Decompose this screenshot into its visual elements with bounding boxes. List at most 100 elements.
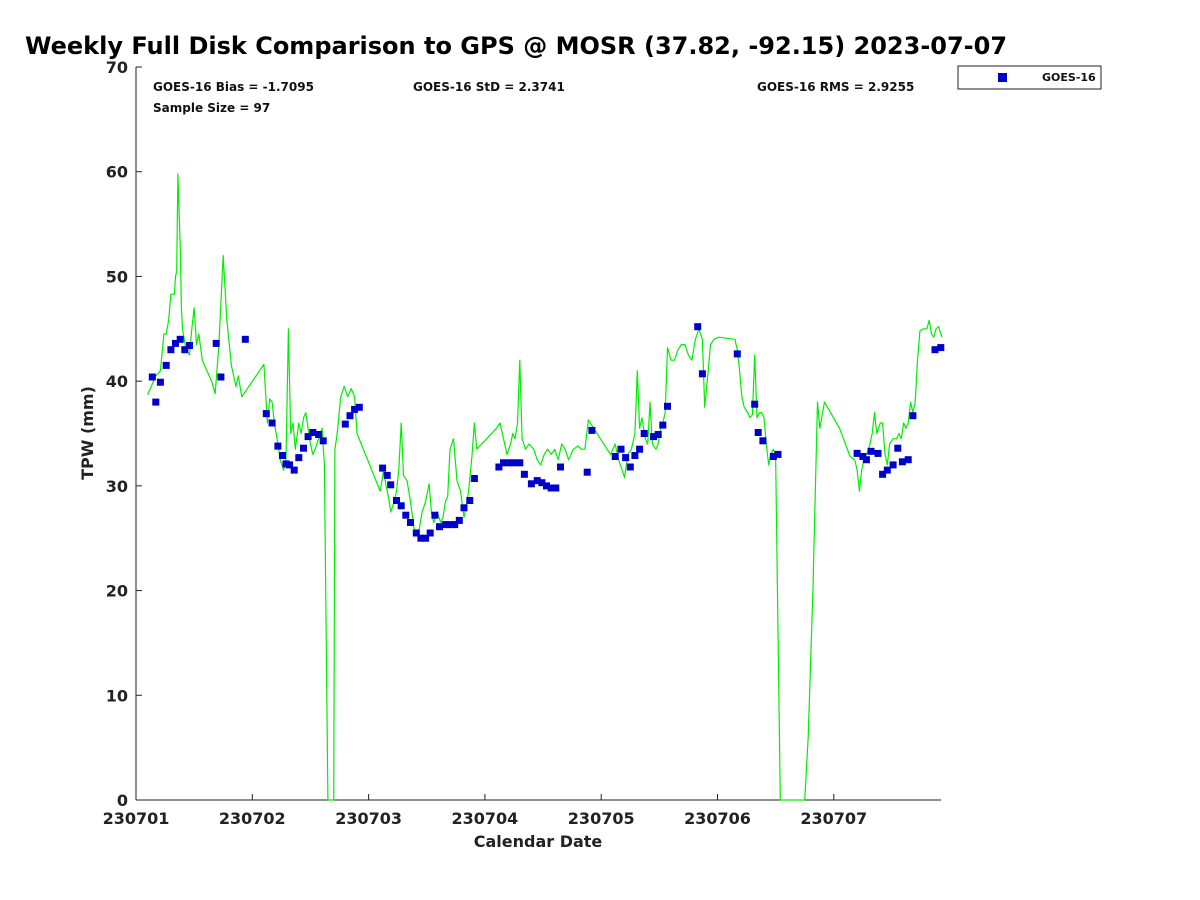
goes-marker	[694, 323, 702, 331]
goes-marker	[309, 429, 317, 436]
rms-stat: GOES-16 RMS = 2.9255	[757, 80, 914, 94]
goes-marker	[774, 450, 782, 458]
goes-marker	[654, 431, 662, 438]
goes-marker	[407, 519, 414, 526]
chart-title: Weekly Full Disk Comparison to GPS @ MOS…	[25, 32, 1007, 60]
goes-marker	[622, 454, 630, 462]
axes: 0 10 20 30 40 50 60 70 230701 230702 230703 230704 2…	[103, 58, 941, 828]
goes-marker	[759, 437, 767, 445]
goes-marker	[617, 445, 625, 453]
goes-marker	[274, 442, 282, 450]
goes-marker	[583, 468, 591, 476]
goes-marker	[640, 430, 648, 437]
goes-marker	[659, 421, 667, 429]
goes-marker	[516, 459, 524, 467]
goes-marker	[883, 466, 891, 474]
goes-marker	[879, 470, 887, 478]
x-tick-label: 230701	[103, 809, 170, 828]
goes-marker	[383, 471, 391, 479]
x-tick-label: 230704	[452, 809, 519, 828]
goes-marker	[341, 420, 349, 428]
goes-marker	[862, 456, 870, 464]
legend-box	[957, 65, 1102, 90]
goes-marker	[931, 346, 939, 354]
goes-marker	[611, 453, 619, 460]
x-tick-label: 230707	[800, 809, 867, 828]
goes-marker	[441, 521, 449, 529]
goes-marker	[495, 463, 503, 471]
goes-marker	[212, 339, 220, 347]
goes-marker	[466, 497, 474, 504]
goes-marker	[186, 342, 193, 349]
goes-marker	[552, 484, 560, 492]
goes-marker	[626, 463, 634, 471]
goes-marker	[557, 463, 564, 471]
goes-marker	[636, 445, 644, 453]
goes-marker	[631, 452, 639, 459]
y-tick-label: 30	[106, 477, 128, 496]
goes-marker	[402, 511, 410, 519]
goes-marker	[754, 429, 762, 436]
goes-marker	[909, 412, 917, 420]
goes-marker	[426, 529, 434, 537]
bias-stat: GOES-16 Bias = -1.7095	[153, 80, 314, 94]
goes-marker	[867, 447, 875, 455]
legend-marker	[998, 73, 1007, 82]
goes-marker	[874, 449, 882, 457]
goes-marker	[889, 461, 897, 469]
goes-marker	[500, 459, 507, 467]
goes-marker	[751, 400, 759, 408]
x-tick-label: 230705	[568, 809, 635, 828]
goes-marker	[664, 402, 671, 410]
goes-marker	[446, 521, 454, 529]
goes-marker	[894, 444, 902, 452]
goes-marker	[167, 346, 175, 354]
goes-marker	[904, 456, 912, 464]
goes-marker	[393, 497, 400, 504]
y-tick-label: 40	[106, 372, 128, 391]
goes-marker	[148, 373, 156, 381]
goes-marker	[505, 459, 513, 467]
goes-marker	[520, 470, 528, 478]
goes-marker	[588, 426, 596, 434]
goes-marker	[172, 339, 179, 347]
goes-marker	[268, 419, 276, 427]
goes-marker-layer	[148, 323, 945, 542]
goes-marker	[650, 433, 657, 441]
std-stat: GOES-16 StD = 2.3741	[413, 80, 565, 94]
goes-marker	[162, 361, 170, 369]
goes-marker	[412, 529, 420, 537]
y-tick-label: 20	[106, 582, 128, 601]
x-axis-label: Calendar Date	[474, 832, 603, 851]
goes-marker	[898, 458, 906, 466]
goes-marker	[379, 464, 387, 472]
goes-marker	[315, 431, 323, 438]
goes-marker	[319, 437, 327, 445]
y-tick-label: 70	[106, 58, 128, 77]
goes-marker	[417, 534, 425, 542]
goes-marker	[397, 502, 405, 510]
y-axis-label: TPW (mm)	[78, 386, 97, 480]
goes-marker	[300, 444, 307, 452]
x-tick-label: 230703	[335, 809, 402, 828]
goes-marker	[152, 398, 160, 406]
goes-marker	[387, 481, 395, 489]
y-tick-label: 60	[106, 163, 128, 182]
goes-marker	[538, 479, 546, 487]
goes-marker	[241, 335, 249, 343]
goes-marker	[286, 461, 293, 469]
x-tick-label: 230702	[219, 809, 286, 828]
goes-marker	[436, 523, 443, 531]
goes-marker	[451, 521, 459, 529]
goes-marker	[460, 504, 468, 512]
goes-marker	[533, 477, 541, 485]
goes-marker	[295, 454, 303, 462]
goes-marker	[470, 475, 478, 482]
goes-marker	[304, 433, 312, 441]
y-tick-label: 10	[106, 686, 128, 705]
x-tick-label: 230706	[684, 809, 751, 828]
goes-marker	[769, 453, 777, 460]
goes-marker	[698, 370, 706, 378]
goes-marker	[543, 482, 550, 490]
